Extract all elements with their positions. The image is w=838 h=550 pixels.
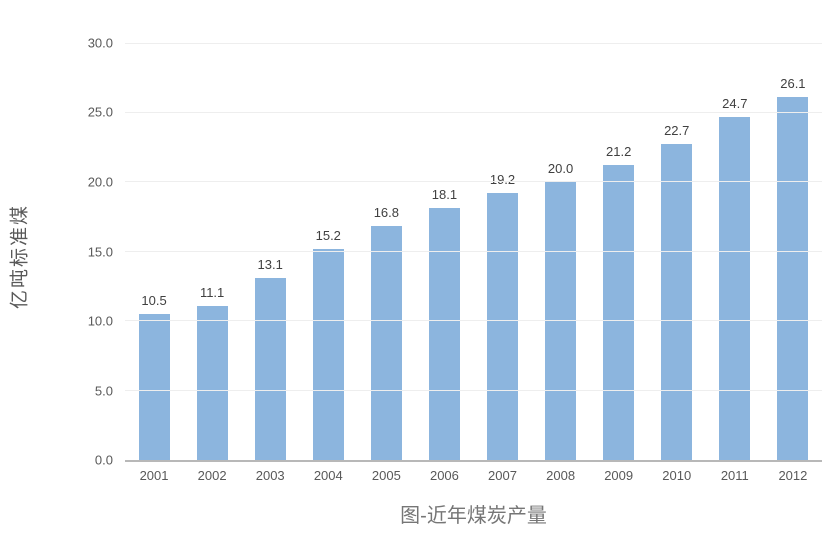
bar <box>196 305 228 460</box>
bar-value-label: 10.5 <box>141 293 167 309</box>
gridline <box>125 181 822 183</box>
x-tick-label: 2007 <box>488 468 517 483</box>
y-tick-label: 5.0 <box>94 383 113 398</box>
plot-area: 10.5 11.1 13.1 15.2 16.8 18.1 19.2 20.0 21.2 22.7… <box>125 42 822 462</box>
x-tick-label: 2012 <box>778 468 808 483</box>
bar <box>719 116 751 460</box>
bar <box>370 226 402 460</box>
gridline <box>125 111 822 113</box>
x-tick-label: 2001 <box>139 468 169 483</box>
bar-value-label: 21.2 <box>606 144 632 160</box>
bar <box>487 193 518 460</box>
bar <box>138 314 170 460</box>
bar-value-label: 22.7 <box>664 123 690 139</box>
bar-column: 21.2 <box>590 43 648 460</box>
bar <box>661 144 693 460</box>
bar-column: 22.7 <box>648 43 706 460</box>
bar-value-label: 19.2 <box>489 172 516 188</box>
y-tick-label: 25.0 <box>87 104 113 120</box>
bar-column: 13.1 <box>241 43 299 460</box>
x-tick-label: 2002 <box>197 468 227 483</box>
bar <box>428 208 460 460</box>
bars-row: 10.5 11.1 13.1 15.2 16.8 18.1 19.2 20.0 21.2 22.7… <box>125 43 822 460</box>
x-tick-label: 2004 <box>313 468 343 483</box>
y-tick-label: 10.0 <box>87 313 113 329</box>
bar-column: 19.2 <box>473 43 531 460</box>
bar-column: 10.5 <box>125 43 183 460</box>
gridline <box>125 390 822 391</box>
bar-column: 26.1 <box>764 43 822 460</box>
bar-column: 18.1 <box>415 43 473 460</box>
bar <box>777 97 809 460</box>
y-tick-label: 20.0 <box>87 174 113 190</box>
bar <box>312 248 344 460</box>
x-tick-label: 2010 <box>662 468 692 483</box>
bar <box>254 277 286 460</box>
gridline <box>125 42 822 44</box>
x-tick-label: 2008 <box>546 468 576 483</box>
gridline <box>125 320 822 322</box>
bar-value-label: 26.1 <box>780 76 806 92</box>
y-axis-ticks: 30.0 25.0 20.0 15.0 10.0 5.0 0.0 <box>0 36 113 468</box>
x-tick-label: 2009 <box>604 468 634 483</box>
y-tick-label: 0.0 <box>94 452 113 468</box>
bar-value-label: 16.8 <box>373 205 399 221</box>
bar-value-label: 24.7 <box>722 95 748 111</box>
chart-title: 图-近年煤炭产量 <box>400 505 547 527</box>
x-tick-label: 2011 <box>720 468 749 483</box>
x-tick-label: 2003 <box>255 468 285 483</box>
bar-value-label: 20.0 <box>547 161 574 177</box>
x-axis-labels: 2001 2002 2003 2004 2005 2006 2007 2008 2009 2010… <box>125 468 822 483</box>
bar-value-label: 11.1 <box>199 284 225 300</box>
x-tick-label: 2006 <box>429 468 459 483</box>
y-tick-label: 15.0 <box>87 244 113 259</box>
bar-value-label: 18.1 <box>431 187 458 203</box>
gridline <box>125 251 822 252</box>
bar-column: 24.7 <box>706 43 764 460</box>
x-tick-label: 2005 <box>371 468 401 483</box>
bar-column: 16.8 <box>357 43 415 460</box>
y-tick-label: 30.0 <box>87 35 113 51</box>
bar-value-label: 13.1 <box>257 256 283 272</box>
bar-value-label: 15.2 <box>315 227 341 243</box>
bar <box>603 165 635 460</box>
bar-column: 11.1 <box>183 43 241 460</box>
bar-column: 15.2 <box>299 43 357 460</box>
